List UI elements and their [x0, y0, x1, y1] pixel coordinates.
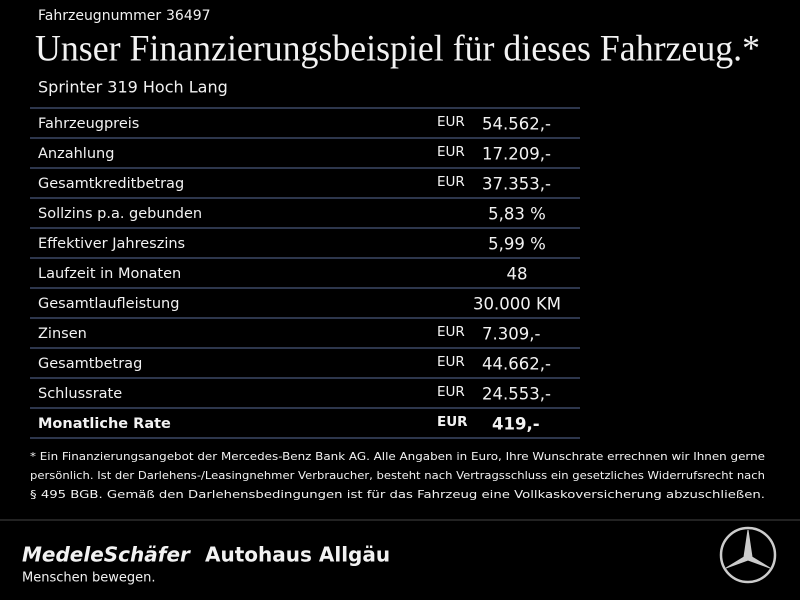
row-value: 5,99 % [488, 235, 546, 254]
row-label: Gesamtlaufleistung [38, 296, 179, 312]
row-value: 7.309,- [482, 325, 540, 344]
row-label: Zinsen [38, 326, 87, 342]
vehicle-number-label: Fahrzeugnummer [38, 8, 161, 24]
row-value: 419,- [492, 415, 540, 434]
row-label: Monatliche Rate [38, 416, 171, 432]
title: Unser Finanzierungsbeispiel für dieses F… [35, 28, 760, 69]
row-value: 24.553,- [482, 385, 551, 404]
row-label: Fahrzeugpreis [38, 116, 139, 132]
row-currency: EUR [437, 414, 468, 430]
row-value: 30.000 KM [473, 295, 561, 314]
row-label: Laufzeit in Monaten [38, 266, 181, 282]
footnote-line: § 495 BGB. Gemäß den Darlehensbedingunge… [30, 488, 765, 501]
dealer2-logo: Autohaus Allgäu [205, 543, 390, 567]
row-label: Effektiver Jahreszins [38, 236, 185, 252]
row-label: Anzahlung [38, 146, 114, 162]
row-value: 37.353,- [482, 175, 551, 194]
row-currency: EUR [437, 114, 465, 130]
vehicle-number: 36497 [166, 8, 211, 24]
row-label: Gesamtkreditbetrag [38, 176, 184, 192]
finance-table: Fahrzeugpreis EUR 54.562,- Anzahlung EUR 17.2… [30, 107, 580, 439]
dealer-slogan: Menschen bewegen. [22, 571, 156, 586]
row-value: 44.662,- [482, 355, 551, 374]
row-label: Sollzins p.a. gebunden [38, 206, 202, 222]
row-currency: EUR [437, 174, 465, 190]
row-currency: EUR [437, 324, 465, 340]
row-value: 54.562,- [482, 115, 551, 134]
row-label: Schlussrate [38, 386, 122, 402]
row-label: Gesamtbetrag [38, 356, 142, 372]
mercedes-star [719, 526, 777, 584]
row-value: 48 [507, 265, 528, 284]
row-currency: EUR [437, 144, 465, 160]
row-value: 17.209,- [482, 145, 551, 164]
footnote-line: persönlich. Ist der Darlehens-/Leasingne… [30, 469, 765, 482]
row-currency: EUR [437, 384, 465, 400]
footnote-line: * Ein Finanzierungsangebot der Mercedes-… [30, 450, 765, 463]
row-value: 5,83 % [488, 205, 546, 224]
footnote: * Ein Finanzierungsangebot der Mercedes-… [30, 450, 765, 501]
row-currency: EUR [437, 354, 465, 370]
model: Sprinter 319 Hoch Lang [38, 78, 228, 97]
dealer-logo: MedeleSchäfer [22, 543, 191, 567]
